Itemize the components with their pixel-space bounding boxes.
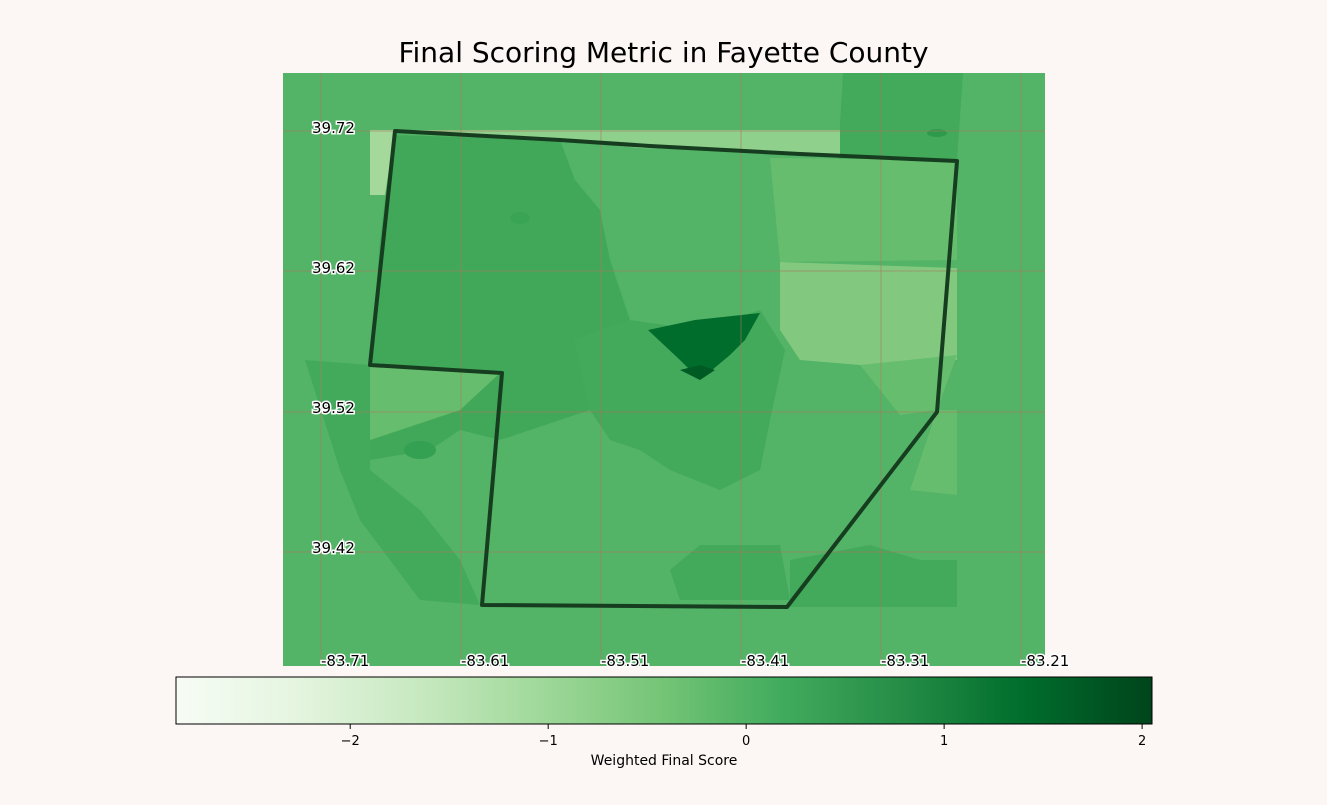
region-west-hotspot bbox=[404, 441, 436, 459]
map-raster bbox=[283, 73, 1045, 666]
region-south-dark bbox=[670, 545, 790, 600]
lon-label: -83.61 bbox=[461, 652, 509, 670]
lat-label: 39.62 bbox=[312, 259, 355, 277]
colorbar-gradient bbox=[175, 676, 1153, 725]
colorbar-tick-label: 0 bbox=[742, 734, 750, 749]
region-east-south bbox=[910, 410, 957, 495]
region-northeast-spot bbox=[927, 129, 947, 137]
colorbar-tick-label: −1 bbox=[539, 734, 558, 749]
region-southwest-light bbox=[370, 365, 500, 440]
lon-label: -83.71 bbox=[321, 652, 369, 670]
lon-label: -83.51 bbox=[601, 652, 649, 670]
colorbar-tick-label: −2 bbox=[341, 734, 360, 749]
region-downtown bbox=[648, 313, 760, 380]
lon-labels: -83.71 -83.61 -83.51 -83.41 -83.31 -83.2… bbox=[320, 651, 1071, 672]
colorbar: −2 −1 0 1 2 Weighted Final Score bbox=[175, 676, 1153, 769]
lon-label: -83.41 bbox=[741, 652, 789, 670]
region-east-light bbox=[770, 158, 957, 262]
lon-label: -83.21 bbox=[1021, 652, 1069, 670]
region-west-spot bbox=[510, 212, 530, 224]
colorbar-ticks: −2 −1 0 1 2 bbox=[341, 724, 1146, 749]
map-title: Final Scoring Metric in Fayette County bbox=[398, 36, 929, 69]
region-east-pale bbox=[780, 262, 957, 365]
region-east-mid bbox=[860, 355, 957, 415]
county-boundary bbox=[368, 129, 959, 609]
region-downtown-core bbox=[680, 365, 715, 380]
region-southwest-dark bbox=[305, 360, 480, 605]
region-northwest-pale bbox=[370, 130, 395, 195]
lat-labels: 39.72 39.62 39.52 39.42 bbox=[311, 118, 357, 559]
colorbar-tick-label: 1 bbox=[940, 734, 948, 749]
colorbar-label: Weighted Final Score bbox=[591, 753, 738, 769]
colorbar-tick-label: 2 bbox=[1138, 734, 1146, 749]
region-northeast-dark bbox=[838, 73, 963, 160]
lat-label: 39.52 bbox=[312, 399, 355, 417]
lat-label: 39.72 bbox=[312, 119, 355, 137]
lat-label: 39.42 bbox=[312, 539, 355, 557]
lon-label: -83.31 bbox=[881, 652, 929, 670]
graticule bbox=[283, 73, 1045, 666]
region-central-urban bbox=[575, 310, 785, 490]
region-southeast-dark bbox=[790, 545, 957, 607]
